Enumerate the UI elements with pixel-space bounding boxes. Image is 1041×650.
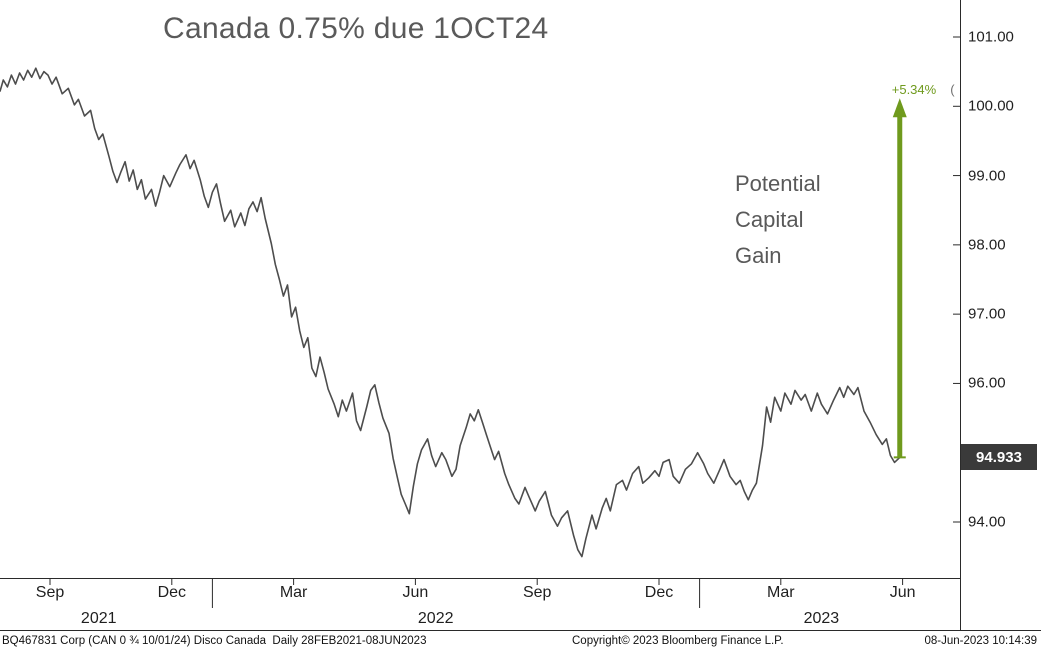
- x-axis-label: Jun: [402, 584, 429, 601]
- pct-gain-value: +5.34%: [891, 82, 937, 98]
- pct-gain-label: +5.34% (: [892, 82, 955, 97]
- gain-arrow-head: [892, 98, 907, 118]
- pct-gain-suffix: (: [950, 82, 955, 98]
- chart-title: Canada 0.75% due 1OCT24: [163, 12, 549, 45]
- year-label: 2021: [80, 610, 117, 627]
- x-axis-label: Jun: [889, 584, 916, 601]
- x-axis-label: Sep: [35, 584, 65, 601]
- x-axis-label: Mar: [279, 584, 308, 601]
- x-axis-label: Dec: [644, 584, 674, 601]
- footer-timestamp: 08-Jun-2023 10:14:39: [924, 635, 1037, 647]
- y-axis-label: 98.00: [968, 236, 1006, 254]
- y-axis-label: 96.00: [968, 374, 1006, 392]
- price-line: [0, 67, 901, 558]
- footer-security-info: BQ467831 Corp (CAN 0 ¾ 10/01/24) Disco C…: [2, 635, 427, 647]
- footer-copyright: Copyright© 2023 Bloomberg Finance L.P.: [572, 635, 784, 647]
- year-label: 2023: [803, 610, 840, 627]
- y-axis-label: 94.00: [968, 513, 1006, 531]
- capital-gain-annotation: Potential Capital Gain: [735, 171, 821, 268]
- y-axis-label: 97.00: [968, 305, 1006, 323]
- year-label: 2022: [417, 610, 454, 627]
- y-axis-label: 101.00: [968, 28, 1014, 46]
- x-axis-label: Dec: [157, 584, 187, 601]
- y-axis-label: 99.00: [968, 167, 1006, 185]
- x-axis-label: Sep: [522, 584, 552, 601]
- x-axis-label: Mar: [767, 584, 795, 601]
- y-axis-label: 100.00: [968, 97, 1014, 115]
- last-price-badge: 94.933: [961, 444, 1037, 471]
